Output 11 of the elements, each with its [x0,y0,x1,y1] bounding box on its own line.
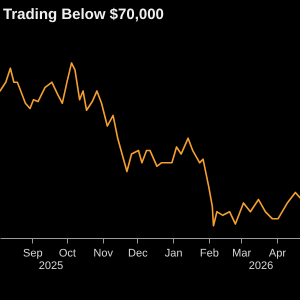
x-tick-label: Mar [232,248,252,260]
chart-title: Trading Below $70,000 [3,6,164,24]
x-tick-label: Oct [58,248,76,260]
text: 2026 [248,260,274,272]
x-tick-label: Nov [93,248,114,260]
x-tick-label: Jan [164,248,182,260]
x-tick-label: Dec [128,248,148,260]
text: 2025 [38,260,64,272]
x-tick-label: Apr [268,248,286,260]
x-tick-label: Sep [23,248,43,260]
x-tick-label: Feb [200,248,219,260]
